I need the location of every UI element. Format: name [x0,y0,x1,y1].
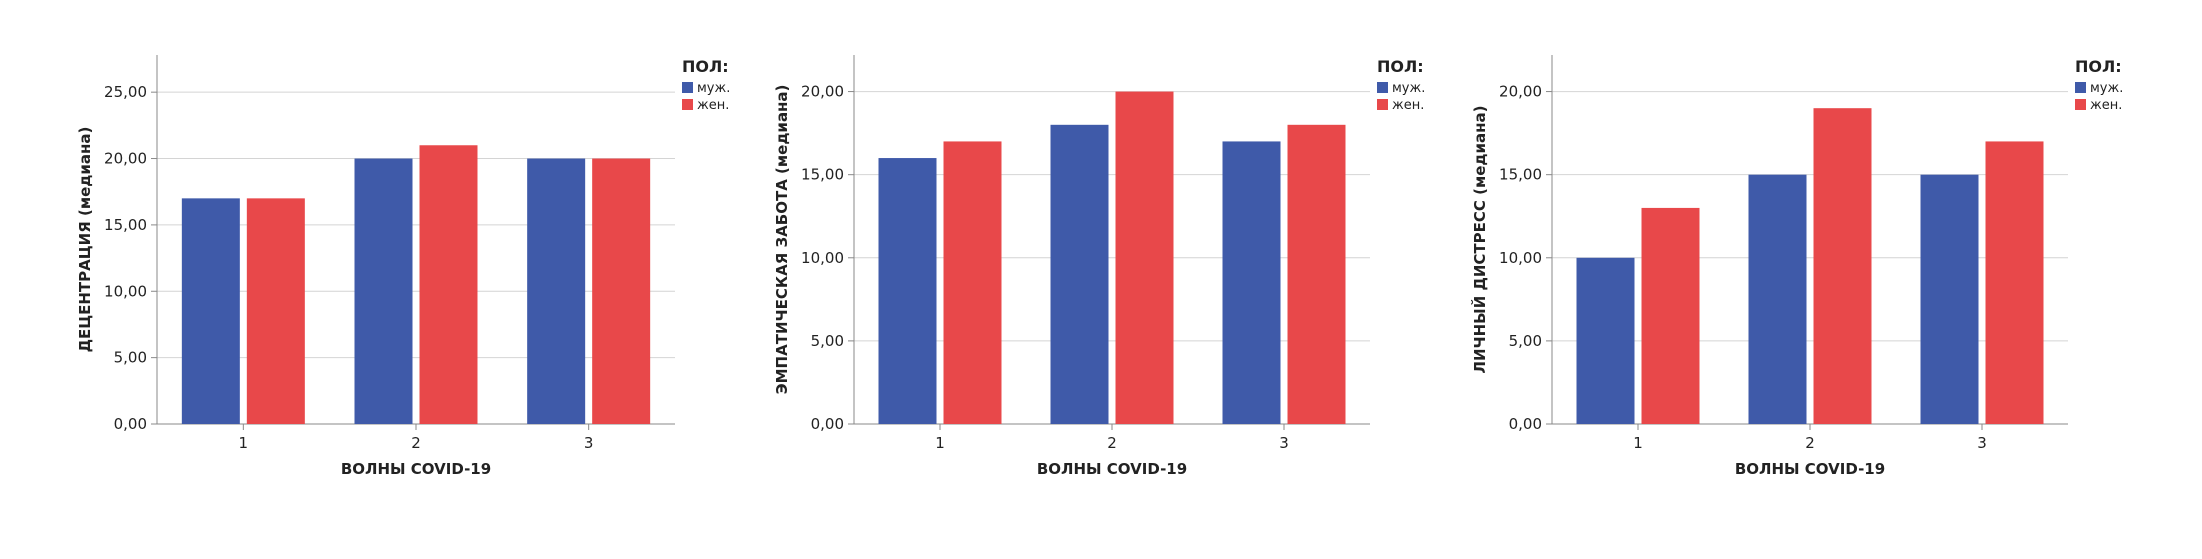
y-tick-label: 15,00 [104,216,147,234]
y-tick-label: 25,00 [104,83,147,101]
chart-panel-1: 0,00 5,00 10,00 15,00 20,00 25,00 1 2 3 ВОЛНЫ COV… [76,55,730,478]
bar-female-wave-1 [1641,207,1700,424]
y-tick-label: 15,00 [801,166,844,184]
x-tick-label: 3 [1279,434,1289,452]
legend-title: ПОЛ: [1377,57,1424,76]
y-tick-label: 10,00 [1499,249,1542,267]
bar-female-wave-2 [419,145,478,425]
bar-female-wave-1 [246,198,305,424]
legend-swatch-male [682,82,693,93]
legend-label: муж. [697,81,730,96]
legend-label: муж. [2090,81,2123,96]
x-tick-label: 1 [239,434,249,452]
y-tick-label: 10,00 [104,282,147,300]
bar-female-wave-1 [943,141,1002,424]
y-tick-label: 20,00 [801,83,844,101]
y-tick-label: 0,00 [1509,415,1542,433]
y-axis-title: ЛИЧНЫЙ ДИСТРЕСС (медиана) [1470,105,1489,373]
x-tick-label: 2 [1805,434,1815,452]
bar-female-wave-2 [1115,91,1174,424]
bar-male-wave-1 [1576,257,1635,424]
legend: ПОЛ: муж. жен. [682,57,730,113]
bar-male-wave-3 [1920,174,1979,424]
y-axis-title: ЭМПАТИЧЕСКАЯ ЗАБОТА (медиана) [773,85,791,395]
bar-male-wave-2 [354,158,413,424]
bar-male-wave-2 [1748,174,1807,424]
x-tick-label: 3 [1977,434,1987,452]
y-tick-label: 0,00 [114,415,147,433]
bar-female-wave-3 [592,158,651,424]
bar-male-wave-1 [878,158,937,424]
legend-label: жен. [2090,98,2122,113]
y-tick-label: 20,00 [1499,83,1542,101]
chart-panel-2: 0,00 5,00 10,00 15,00 20,00 1 2 3 ВОЛНЫ COVID-19… [773,55,1425,478]
y-tick-label: 10,00 [801,249,844,267]
legend-swatch-male [2075,82,2086,93]
legend-title: ПОЛ: [2075,57,2122,76]
y-tick-label: 5,00 [1509,332,1542,350]
legend-swatch-male [1377,82,1388,93]
x-axis-title: ВОЛНЫ COVID-19 [1735,460,1885,478]
x-tick-label: 2 [1107,434,1117,452]
bar-female-wave-2 [1813,108,1872,425]
y-tick-label: 5,00 [811,332,844,350]
legend-swatch-female [2075,99,2086,110]
x-tick-label: 1 [935,434,945,452]
x-axis-title: ВОЛНЫ COVID-19 [1037,460,1187,478]
bar-female-wave-3 [1985,141,2044,424]
legend-label: муж. [1392,81,1425,96]
y-tick-label: 5,00 [114,349,147,367]
legend-title: ПОЛ: [682,57,729,76]
chart-panel-3: 0,00 5,00 10,00 15,00 20,00 1 2 3 ВОЛНЫ COVID-19… [1470,55,2123,478]
bar-male-wave-3 [1222,141,1281,424]
legend: ПОЛ: муж. жен. [1377,57,1425,113]
bar-male-wave-2 [1050,124,1109,424]
y-axis-title: ДЕЦЕНТРАЦИЯ (медиана) [76,127,94,353]
bar-male-wave-1 [181,198,240,424]
y-tick-label: 15,00 [1499,166,1542,184]
y-tick-label: 0,00 [811,415,844,433]
x-axis-title: ВОЛНЫ COVID-19 [341,460,491,478]
y-tick-label: 20,00 [104,150,147,168]
legend-swatch-female [682,99,693,110]
bar-female-wave-3 [1287,124,1346,424]
x-tick-label: 1 [1633,434,1643,452]
legend-swatch-female [1377,99,1388,110]
x-tick-label: 2 [411,434,421,452]
bar-male-wave-3 [527,158,586,424]
legend: ПОЛ: муж. жен. [2075,57,2123,113]
legend-label: жен. [697,98,729,113]
x-tick-label: 3 [584,434,594,452]
legend-label: жен. [1392,98,1424,113]
